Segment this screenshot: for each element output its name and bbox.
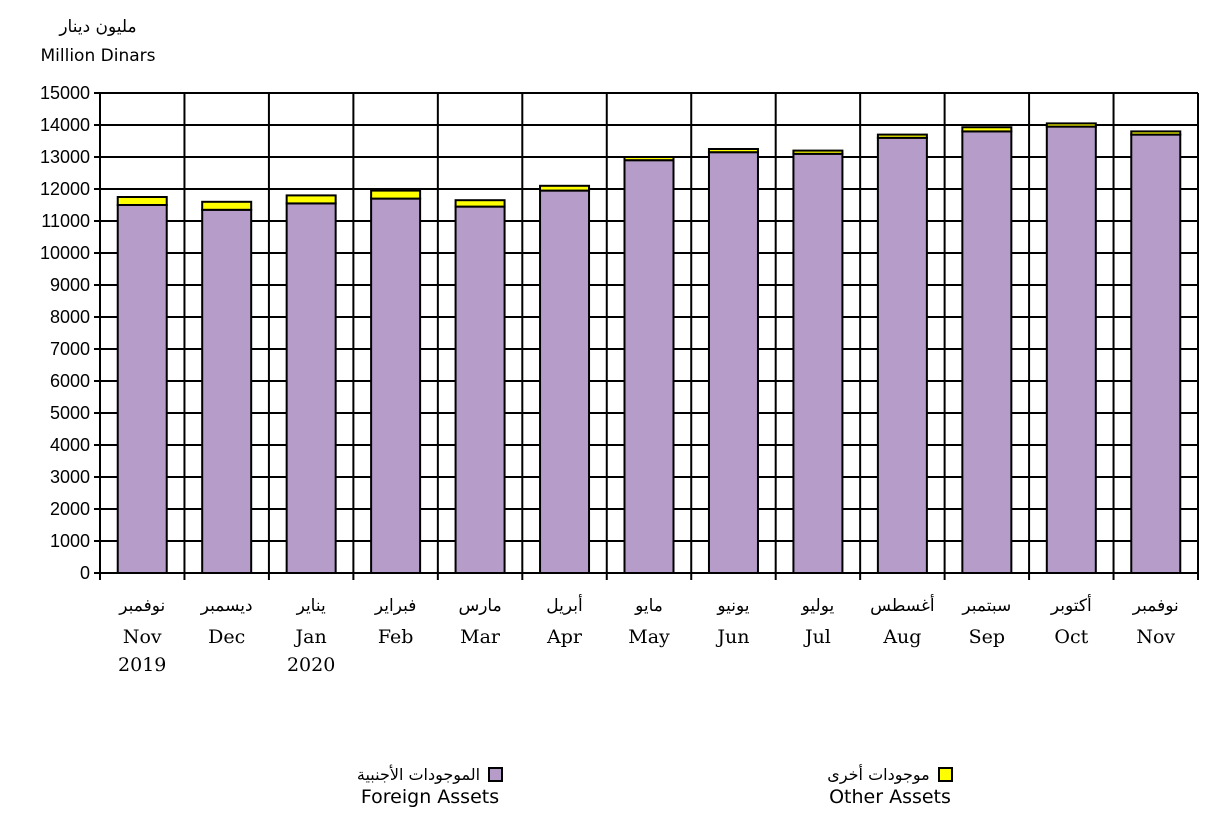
bar-other-assets-sep [961,126,1013,133]
y-tick-label: 10000 [40,243,90,263]
bar-foreign-assets-jan [285,202,337,574]
legend-other-assets: موجودات أخرى Other Assets [790,765,990,808]
x-tick-label-arabic: نوفمبر [1132,596,1179,616]
bar-foreign-assets-feb [370,197,422,574]
x-tick-label-arabic: مارس [458,596,501,616]
x-tick-label-english: Sep [969,626,1005,648]
x-tick-label-arabic: نوفمبر [118,596,165,616]
y-tick-label: 3000 [50,467,90,487]
x-tick-label-arabic: ديسمبر [200,596,253,616]
y-tick-labels: 0 1000 2000 3000 4000 5000 6000 7000 8000 9000 100… [40,83,90,583]
bar-foreign-assets-sep [961,130,1013,574]
bar-other-assets-mar [454,199,506,208]
x-tick-label-arabic: فبراير [374,596,416,616]
x-tick-label-english: Mar [460,626,501,648]
x-tick-label-english: Dec [208,626,245,648]
bar-foreign-assets-dec [201,208,253,575]
bar-foreign-assets-jun [707,151,759,574]
bar-foreign-assets-oct [1045,125,1097,574]
y-tick-label: 5000 [50,403,90,423]
x-tick-label-arabic: مايو [634,596,663,616]
bar-other-assets-may [623,156,675,162]
x-tick-label-english: Jul [803,626,831,648]
bar-foreign-assets-nov [116,204,168,574]
x-tick-label-english: Aug [882,626,921,648]
y-tick-label: 12000 [40,179,90,199]
bar-foreign-assets-aug [876,136,928,575]
y-tick-label: 1000 [50,531,90,551]
axes [94,92,1199,580]
bar-other-assets-aug [876,133,928,139]
x-tick-label-year: 2019 [118,654,166,676]
y-tick-label: 15000 [40,83,90,103]
bar-foreign-assets-nov [1130,133,1182,574]
bar-other-assets-nov [116,196,168,206]
x-tick-label-arabic: أغسطس [870,594,934,616]
bar-other-assets-feb [370,189,422,200]
x-tick-label-english: Nov [123,626,162,648]
bar-other-assets-nov [1130,130,1182,136]
x-tick-label-arabic: يناير [296,596,326,616]
bar-foreign-assets-may [623,159,675,574]
x-tick-labels: نوفمبر Nov 2019 ديسمبر Dec يناير Jan 2020 فبراير… [118,594,1179,676]
x-tick-label-english: Oct [1054,626,1088,648]
legend-foreign-assets-arabic: الموجودات الأجنبية [356,765,481,784]
unit-label-arabic: مليون دينار [58,17,136,37]
x-tick-label-arabic: أبريل [546,594,582,616]
y-tick-label: 14000 [40,115,90,135]
x-tick-label-arabic: أكتوبر [1050,594,1092,616]
legend-swatch-foreign-assets [488,767,504,782]
legend-foreign-assets-english: Foreign Assets [360,786,500,808]
bar-other-assets-dec [201,200,253,211]
bar-other-assets-jul [792,149,844,155]
bar-foreign-assets-jul [792,152,844,575]
bar-foreign-assets-apr [539,189,591,574]
bar-other-assets-oct [1045,122,1097,128]
x-tick-label-english: May [628,626,670,648]
y-tick-label: 11000 [41,211,90,231]
x-tick-label-arabic: يوليو [801,596,835,616]
x-tick-label-arabic: سبتمبر [961,596,1011,616]
unit-label-english: Million Dinars [41,46,156,66]
y-tick-label: 9000 [50,275,90,295]
legend-other-assets-english: Other Assets [829,786,951,808]
legend-swatch-other-assets [937,767,953,782]
y-tick-label: 4000 [50,435,90,455]
x-tick-label-english: Nov [1136,626,1175,648]
y-tick-label: 7000 [50,339,90,359]
bar-other-assets-jun [707,148,759,154]
x-tick-label-english: Jun [715,626,749,648]
y-tick-label: 0 [80,563,90,583]
y-tick-label: 2000 [50,499,90,519]
legend-foreign-assets: الموجودات الأجنبية Foreign Assets [310,765,550,808]
x-tick-label-english: Apr [546,626,583,648]
legend-other-assets-arabic: موجودات أخرى [827,765,930,784]
x-tick-label-english: Jan [294,626,327,648]
y-tick-label: 6000 [50,371,90,391]
y-tick-label: 13000 [40,147,90,167]
bar-other-assets-jan [285,194,337,205]
x-tick-label-year: 2020 [287,654,335,676]
y-tick-label: 8000 [50,307,90,327]
bar-other-assets-apr [539,184,591,192]
bar-foreign-assets-mar [454,205,506,574]
x-tick-label-arabic: يونيو [716,596,749,616]
bars [116,122,1182,575]
x-tick-label-english: Feb [378,626,414,648]
